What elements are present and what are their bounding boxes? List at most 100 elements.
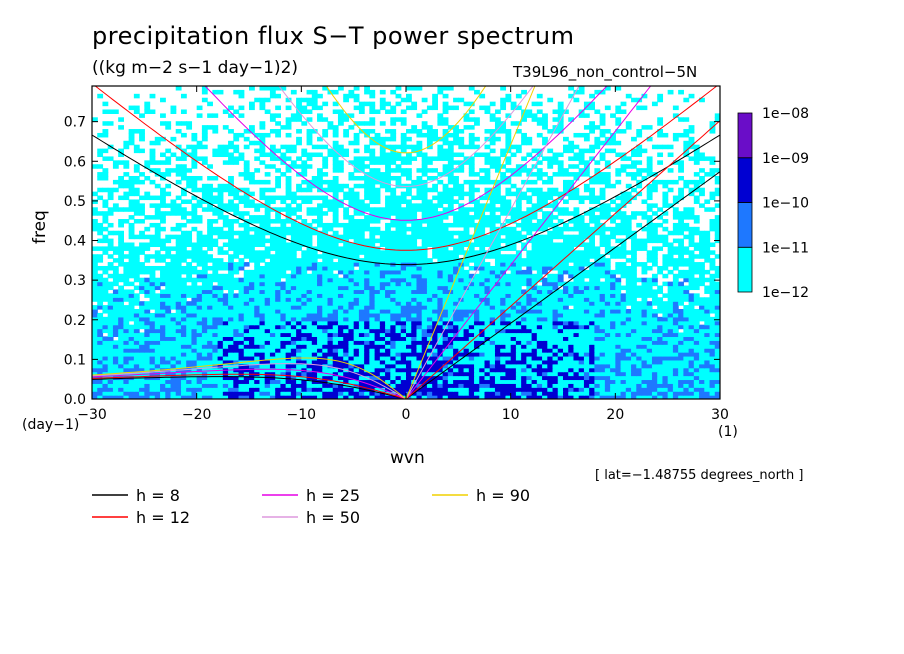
spectrum-cell: [709, 309, 716, 314]
spectrum-cell: [123, 336, 130, 341]
spectrum-cell: [364, 265, 370, 271]
spectrum-cell: [494, 305, 501, 310]
spectrum-cell: [358, 340, 365, 345]
spectrum-cell: [494, 340, 501, 345]
spectrum-cell: [369, 391, 376, 396]
spectrum-cell: [222, 265, 229, 271]
spectrum-cell: [594, 391, 601, 396]
spectrum-cell: [589, 277, 595, 283]
spectrum-cell: [186, 367, 193, 373]
spectrum-cell: [678, 387, 684, 392]
spectrum-cell: [102, 328, 109, 334]
spectrum-cell: [280, 359, 287, 365]
spectrum-cell: [269, 324, 276, 330]
spectrum-cell: [610, 309, 616, 314]
spectrum-cell: [641, 281, 648, 287]
spectrum-cell: [474, 387, 480, 392]
spectrum-cell: [217, 289, 224, 294]
spectrum-cell: [714, 226, 720, 232]
spectrum-cell: [693, 309, 700, 314]
spectrum-cell: [275, 219, 281, 224]
spectrum-cell: [390, 359, 397, 365]
spectrum-cell: [269, 246, 276, 251]
spectrum-cell: [447, 293, 454, 298]
spectrum-cell: [269, 273, 276, 279]
spectrum-cell: [667, 281, 674, 287]
spectrum-cell: [557, 277, 564, 283]
spectrum-cell: [118, 262, 124, 267]
spectrum-cell: [709, 391, 716, 396]
spectrum-cell: [521, 359, 527, 365]
spectrum-cell: [615, 363, 622, 369]
spectrum-cell: [264, 371, 271, 377]
spectrum-cell: [337, 340, 344, 345]
spectrum-cell: [118, 297, 124, 302]
spectrum-cell: [269, 332, 276, 337]
spectrum-cell: [510, 289, 517, 294]
spectrum-cell: [332, 375, 339, 381]
spectrum-cell: [620, 324, 627, 330]
spectrum-cell: [337, 234, 344, 240]
spectrum-cell: [646, 250, 653, 255]
spectrum-cell: [385, 352, 391, 357]
spectrum-cell: [678, 324, 684, 330]
spectrum-cell: [484, 305, 491, 310]
spectrum-cell: [474, 254, 480, 259]
spectrum-cell: [264, 387, 271, 392]
spectrum-cell: [364, 363, 370, 369]
spectrum-cell: [437, 281, 444, 287]
spectrum-cell: [547, 379, 554, 384]
spectrum-cell: [306, 367, 313, 373]
spectrum-cell: [505, 344, 512, 349]
spectrum-cell: [207, 324, 213, 330]
spectrum-cell: [589, 246, 595, 251]
spectrum-cell: [175, 265, 182, 271]
spectrum-cell: [458, 387, 465, 392]
spectrum-cell: [547, 289, 554, 294]
spectrum-cell: [249, 355, 255, 361]
spectrum-cell: [123, 395, 130, 399]
spectrum-cell: [301, 324, 308, 330]
spectrum-cell: [615, 379, 622, 384]
spectrum-cell: [317, 289, 323, 294]
spectrum-cell: [296, 359, 302, 365]
spectrum-cell: [693, 254, 700, 259]
spectrum-cell: [222, 328, 229, 334]
spectrum-cell: [688, 348, 695, 353]
spectrum-cell: [468, 309, 475, 314]
spectrum-cell: [102, 219, 109, 224]
spectrum-cell: [238, 387, 245, 392]
spectrum-cell: [651, 348, 658, 353]
spectrum-cell: [306, 301, 313, 306]
spectrum-cell: [280, 242, 287, 248]
spectrum-cell: [468, 387, 475, 392]
spectrum-cell: [160, 395, 166, 399]
spectrum-cell: [515, 309, 522, 314]
spectrum-cell: [646, 316, 653, 322]
spectrum-cell: [128, 281, 135, 287]
spectrum-cell: [306, 250, 313, 255]
spectrum-cell: [489, 305, 496, 310]
spectrum-cell: [604, 293, 611, 298]
spectrum-cell: [207, 379, 213, 384]
spectrum-cell: [704, 332, 711, 337]
spectrum-cell: [646, 226, 653, 232]
spectrum-cell: [531, 344, 538, 349]
spectrum-cell: [112, 352, 119, 357]
spectrum-cell: [254, 230, 261, 236]
spectrum-cell: [358, 230, 365, 236]
spectrum-cell: [510, 344, 517, 349]
spectrum-cell: [191, 371, 198, 377]
spectrum-cell: [196, 258, 203, 263]
spectrum-cell: [447, 309, 454, 314]
spectrum-cell: [515, 320, 522, 326]
spectrum-cell: [97, 324, 104, 330]
spectrum-cell: [343, 250, 350, 255]
spectrum-cell: [437, 309, 444, 314]
spectrum-cell: [568, 344, 575, 349]
spectrum-cell: [222, 219, 229, 224]
spectrum-cell: [123, 309, 130, 314]
spectrum-cell: [662, 344, 669, 349]
spectrum-cell: [474, 375, 480, 381]
spectrum-cell: [154, 340, 161, 345]
